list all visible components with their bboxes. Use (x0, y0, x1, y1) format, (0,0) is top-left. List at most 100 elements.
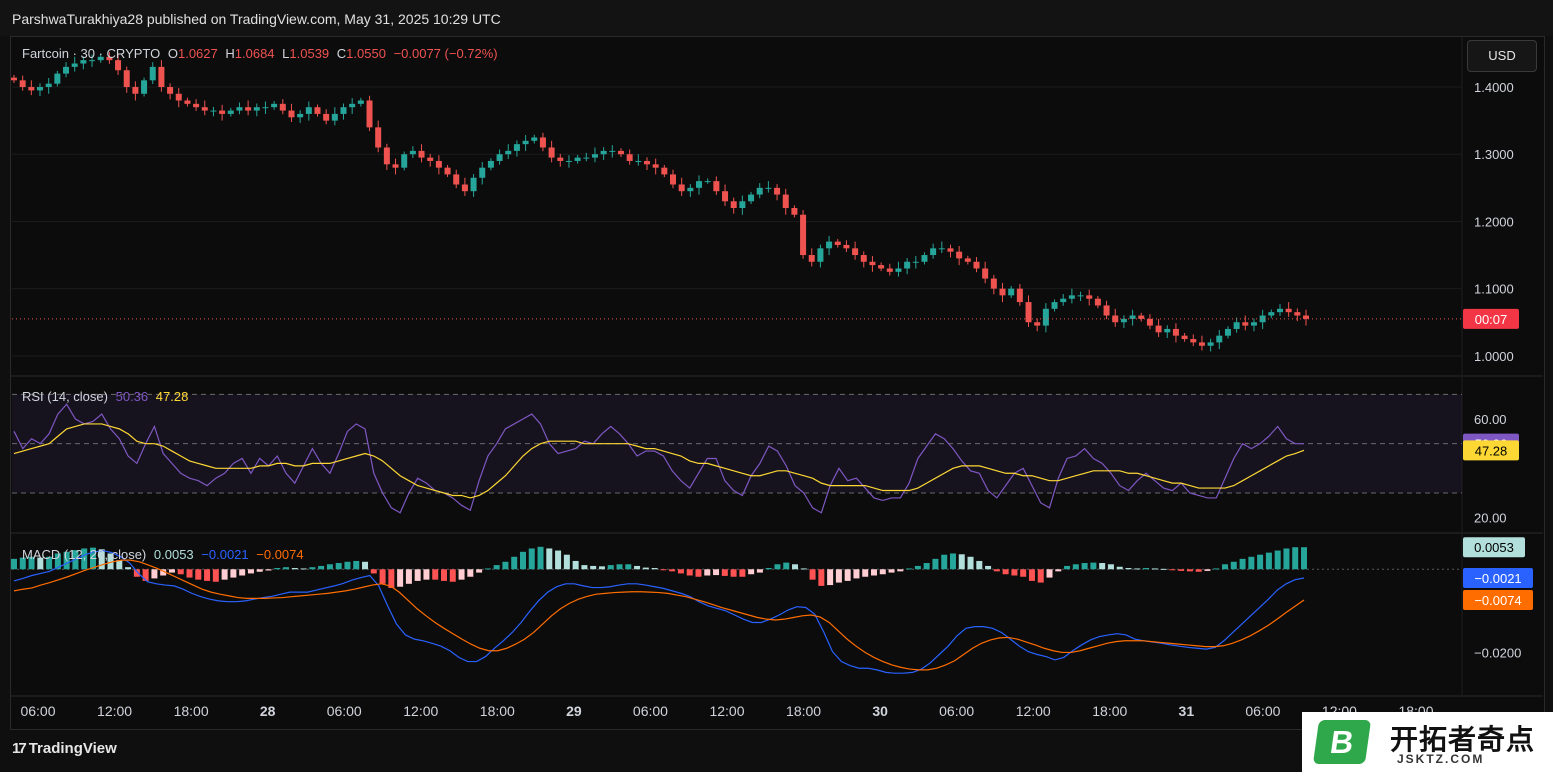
macd-histogram-bar (1143, 568, 1150, 570)
macd-histogram-bar (1002, 569, 1009, 575)
macd-histogram-bar (897, 569, 904, 572)
candle-body (722, 191, 729, 202)
candle-body (63, 66, 70, 74)
candle-body (869, 261, 876, 266)
time-axis-tick: 06:00 (20, 703, 55, 719)
candle-body (574, 157, 581, 161)
macd-title[interactable]: MACD (12, 26, close) (22, 547, 147, 562)
candle-body (1060, 298, 1067, 303)
candle-body (1303, 315, 1309, 319)
macd-histogram-bar (1301, 547, 1307, 570)
candle-body (271, 103, 278, 108)
macd-histogram-bar (1160, 568, 1167, 570)
candle-body (808, 255, 815, 262)
candle-body (739, 201, 746, 208)
macd-histogram-bar (827, 569, 834, 586)
macd-histogram-bar (555, 550, 562, 570)
candle-body (227, 110, 234, 114)
macd-histogram-bar (362, 561, 369, 570)
close-value: 1.0550 (346, 46, 386, 61)
macd-histogram-bar (291, 568, 298, 570)
candle-body (522, 140, 529, 145)
macd-histogram-bar (151, 569, 158, 579)
candle-body (1034, 322, 1041, 326)
macd-histogram-bar (353, 560, 360, 570)
currency-button[interactable]: USD (1467, 40, 1537, 72)
macd-histogram-bar (976, 560, 983, 570)
macd-histogram-bar (168, 569, 175, 573)
candle-body (1294, 312, 1301, 316)
high-value: 1.0684 (234, 46, 275, 61)
candle-body (11, 77, 17, 81)
macd-line-badge (1463, 567, 1533, 588)
macd-histogram-bar (818, 569, 825, 586)
time-axis-tick: 18:00 (1092, 703, 1127, 719)
candle-body (201, 107, 208, 111)
macd-hist-badge (1463, 537, 1525, 558)
time-axis-tick: 30 (872, 703, 888, 719)
candle-body (375, 127, 382, 148)
tradingview-brand[interactable]: 17 TradingView (12, 740, 117, 757)
macd-histogram-bar (441, 569, 447, 581)
candle-body (904, 261, 911, 269)
chart-frame[interactable] (10, 36, 1545, 730)
candle-body (921, 255, 928, 262)
macd-histogram-bar (871, 569, 877, 576)
watermark: B 开拓者奇点 JSKTZ.COM (1302, 712, 1553, 772)
macd-histogram-bar (1081, 563, 1088, 570)
candle-body (886, 268, 893, 272)
macd-histogram-bar (590, 565, 597, 570)
macd-histogram-bar (634, 565, 641, 570)
macd-histogram-bar (195, 569, 202, 580)
candle-body (1242, 322, 1249, 326)
macd-histogram-bar (230, 569, 237, 578)
candle-body (496, 154, 503, 161)
macd-signal-line (13, 559, 1305, 671)
rsi-ma-line (13, 423, 1305, 499)
change-value: −0.0077 (−0.72%) (393, 46, 498, 61)
macd-histogram-bar (414, 569, 421, 581)
candle-body (1086, 295, 1093, 299)
macd-signal-badge-label: −0.0074 (1474, 593, 1521, 608)
candle-body (1077, 295, 1084, 297)
candle-body (730, 201, 737, 208)
candle-body (305, 107, 312, 114)
candle-body (123, 70, 130, 88)
macd-histogram-bar (326, 564, 333, 570)
macd-histogram-bar (923, 563, 930, 570)
macd-hist-badge-label: 0.0053 (1474, 540, 1514, 555)
macd-histogram-bar (572, 560, 579, 570)
macd-histogram-bar (1020, 569, 1027, 577)
macd-histogram-bar (1195, 569, 1202, 572)
time-axis-tick: 31 (1179, 703, 1195, 719)
symbol-label[interactable]: Fartcoin · 30 · CRYPTO (22, 46, 161, 61)
candle-body (71, 63, 78, 67)
macd-histogram-bar (212, 569, 219, 582)
macd-histogram-bar (1090, 562, 1097, 570)
macd-histogram-bar (1204, 569, 1211, 571)
candle-body (591, 154, 598, 158)
candle-body (453, 174, 460, 185)
macd-histogram-bar (405, 569, 412, 584)
macd-histogram-bar (1046, 569, 1053, 578)
candle-body (661, 167, 668, 175)
macd-histogram-bar (449, 569, 456, 582)
candle-body (193, 103, 200, 108)
macd-line (13, 549, 1305, 674)
price-legend: Fartcoin · 30 · CRYPTO O1.0627 H1.0684 L… (22, 46, 498, 61)
candle-body (1268, 312, 1275, 316)
macd-histogram-bar (1107, 564, 1114, 570)
candle-body (617, 150, 624, 155)
candle-body (314, 107, 321, 114)
candle-body (843, 244, 850, 249)
macd-histogram-bar (949, 553, 956, 570)
candle-body (97, 56, 104, 61)
rsi-ma-badge-label: 47.28 (1475, 443, 1508, 458)
time-axis-tick: 18:00 (786, 703, 821, 719)
watermark-url: JSKTZ.COM (1397, 752, 1485, 766)
macd-histogram-bar (993, 569, 1000, 572)
rsi-title[interactable]: RSI (14, close) (22, 389, 108, 404)
macd-histogram-bar (800, 568, 807, 570)
macd-histogram-bar (388, 569, 395, 588)
